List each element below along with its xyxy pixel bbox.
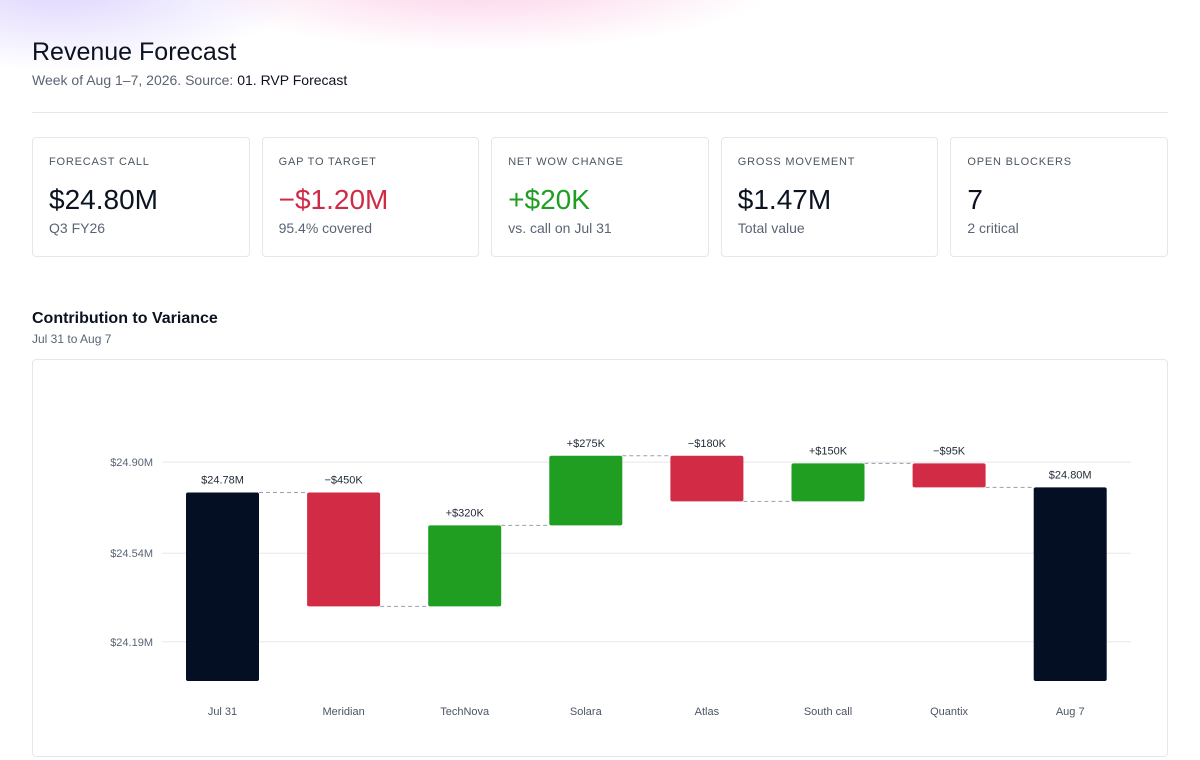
kpi-value: 7 [967,184,983,215]
kpi-subtext: 2 critical [967,220,1019,236]
kpi-value: $24.80M [49,184,158,215]
kpi-value: −$1.20M [278,184,389,215]
kpi-label: GROSS MOVEMENT [737,156,856,168]
kpi-subtext: Q3 FY26 [49,220,106,236]
kpi-row: FORECAST CALL $24.80M Q3 FY26 GAP TO TAR… [32,137,1168,257]
page-header: Revenue Forecast Week of Aug 1–7, 2026. … [32,36,347,88]
page-title: Revenue Forecast [32,38,237,66]
kpi-card-gap-to-target: GAP TO TARGET −$1.20M 95.4% covered [261,137,480,257]
kpi-value: +$20K [508,184,590,215]
kpi-label: OPEN BLOCKERS [967,156,1072,168]
source-name: 01. RVP Forecast [237,72,348,88]
kpi-card-open-blockers: OPEN BLOCKERS 7 2 critical [950,137,1168,257]
chart-section-subtitle: Jul 31 to Aug 7 [32,332,112,346]
kpi-value: $1.47M [737,184,832,215]
chart-section-title: Contribution to Variance [32,310,218,327]
kpi-card-gross-movement: GROSS MOVEMENT $1.47M Total value [720,137,939,257]
kpi-label: FORECAST CALL [49,156,150,168]
kpi-subtext: 95.4% covered [278,220,372,236]
kpi-card-net-wow-change: NET WOW CHANGE +$20K vs. call on Jul 31 [491,137,709,257]
kpi-card-forecast-call: FORECAST CALL $24.80M Q3 FY26 [32,137,250,257]
page-subtitle: Week of Aug 1–7, 2026. Source: 01. RVP F… [32,72,347,88]
chart-card [32,359,1168,757]
kpi-subtext: Total value [737,220,805,236]
header-divider [32,112,1168,113]
kpi-label: NET WOW CHANGE [508,156,624,168]
kpi-label: GAP TO TARGET [278,156,377,168]
subtitle-text: Week of Aug 1–7, 2026. Source: [32,72,238,88]
kpi-subtext: vs. call on Jul 31 [508,220,612,236]
